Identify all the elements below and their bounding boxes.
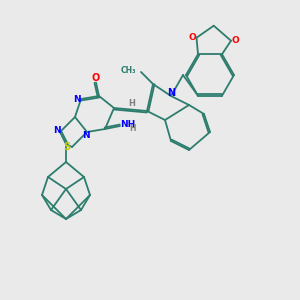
Text: H: H: [129, 99, 135, 108]
Text: N: N: [167, 88, 175, 98]
Text: O: O: [232, 36, 239, 45]
Text: H: H: [129, 124, 136, 133]
Text: N: N: [73, 94, 80, 103]
Text: CH₃: CH₃: [121, 66, 136, 75]
Text: O: O: [92, 73, 100, 83]
Text: N: N: [53, 126, 61, 135]
Text: O: O: [188, 33, 196, 42]
Text: NH: NH: [120, 120, 135, 129]
Text: N: N: [82, 130, 89, 140]
Text: S: S: [63, 142, 70, 152]
